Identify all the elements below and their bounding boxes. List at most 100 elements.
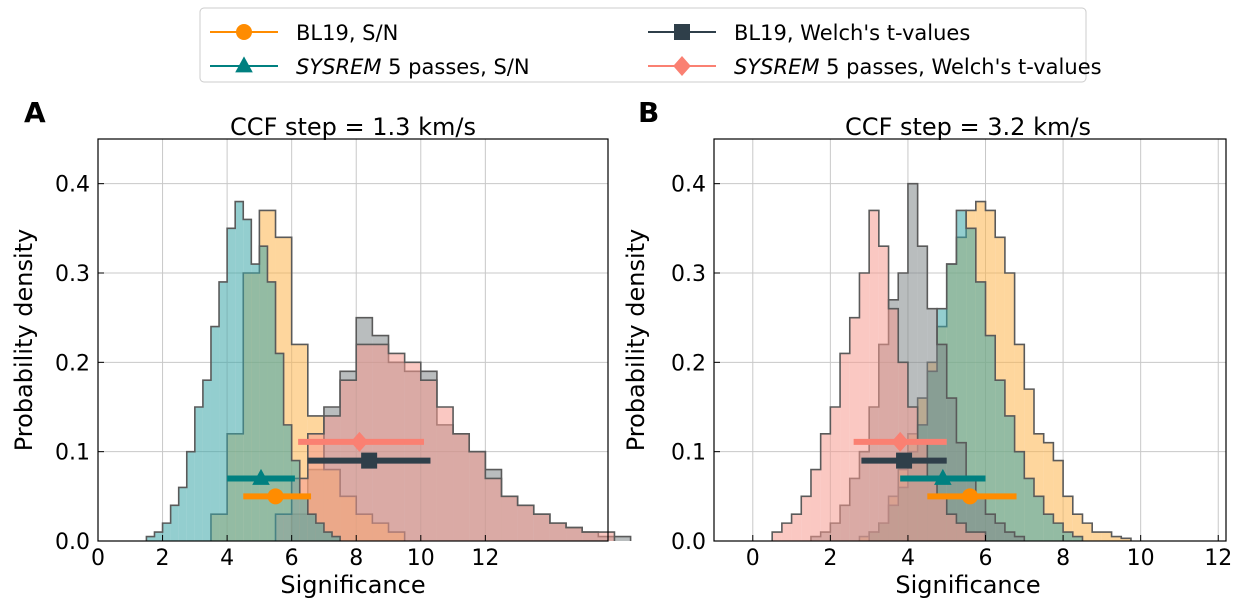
hist-bar: [1004, 532, 1015, 541]
hist-bar: [956, 442, 967, 541]
y-tick-label: 0.4: [55, 173, 90, 198]
hist-bar: [840, 353, 850, 541]
hist-bar: [283, 424, 292, 541]
hist-outline: [145, 200, 341, 541]
hist-bar: [927, 308, 938, 541]
hist-bar: [162, 523, 171, 541]
y-axis-label: Probability density: [10, 229, 38, 452]
hist-bar: [917, 442, 928, 541]
hist-bar: [772, 532, 782, 541]
legend-label: BL19, S/N: [296, 21, 398, 45]
legend-frame: [199, 7, 1087, 83]
hist-bar: [975, 532, 986, 541]
x-tick-label: 2: [156, 546, 170, 571]
y-tick-label: 0.1: [671, 441, 706, 466]
hist-bar: [267, 281, 276, 541]
marker-diamond: [891, 431, 909, 452]
hist-bar: [598, 532, 615, 541]
legend-marker-square: [674, 24, 690, 40]
hist-bar: [869, 210, 879, 541]
legend-label: BL19, Welch's t-values: [734, 21, 970, 45]
y-tick-label: 0.3: [671, 262, 706, 287]
hist-bar: [1053, 523, 1064, 541]
x-tick-label: 8: [349, 546, 363, 571]
hist-bar: [956, 210, 967, 541]
panel-label: B: [638, 96, 659, 129]
hist-bar: [849, 317, 860, 541]
marker-diamond: [350, 431, 369, 452]
hist-bar: [820, 433, 831, 541]
hist-bar: [566, 527, 583, 541]
hist-bar: [1101, 532, 1112, 541]
x-tick-label: 4: [220, 546, 234, 571]
hist-bar: [1034, 496, 1044, 541]
marker-square: [361, 452, 378, 469]
x-tick-label: 6: [285, 546, 299, 571]
summary-markers: [227, 431, 431, 505]
chart-title: CCF step = 1.3 km/s: [230, 113, 476, 141]
legend-label: SYSREM 5 passes, Welch's t-values: [734, 55, 1102, 79]
hist-outline: [771, 209, 987, 541]
hist-bar: [1024, 389, 1034, 541]
x-tick-label: 6: [979, 546, 993, 571]
ticks: 0 2 4 6 8 10 12 0.0 0.1 0.2 0.3 0.4: [55, 173, 499, 571]
hist-bar: [966, 532, 976, 541]
hist-bar: [917, 246, 928, 541]
marker-sysrem-sn: [227, 468, 295, 485]
hist-bar: [485, 478, 502, 541]
x-axis-label: Significance: [280, 571, 425, 599]
hist-bar: [533, 514, 550, 541]
x-axis-label: Significance: [895, 571, 1040, 599]
hist-bar: [517, 505, 534, 541]
hist-bar: [1014, 536, 1025, 541]
hist-bar: [227, 228, 236, 542]
x-tick-label: 0: [91, 546, 105, 571]
axes-frame: [713, 138, 1227, 542]
hist-bar: [1072, 536, 1083, 541]
hist-bar: [315, 523, 324, 541]
hist-bar: [453, 433, 470, 541]
hist-outline: [274, 343, 616, 541]
y-tick-label: 0.3: [55, 262, 90, 287]
legend-entry-bl19-welch: BL19, Welch's t-values: [648, 21, 970, 45]
legend-marker-triangle: [235, 56, 253, 73]
hist-bar: [956, 523, 967, 541]
y-tick-label: 0.2: [55, 351, 90, 376]
marker-bl19-sn: [927, 488, 1017, 505]
ticks: 0 2 4 6 8 10 12 0.0 0.1 0.2 0.3 0.4: [671, 173, 1232, 571]
x-tick-label: 12: [471, 546, 499, 571]
hist-bar: [975, 281, 986, 541]
hist-bar: [146, 536, 155, 541]
hist-bar: [1063, 496, 1073, 541]
hist-bar: [1004, 273, 1015, 541]
x-tick-label: 10: [1127, 546, 1155, 571]
x-tick-label: 10: [407, 546, 435, 571]
hist-bar: [332, 536, 341, 541]
legend-entry-sysrem-sn: SYSREM 5 passes, S/N: [210, 55, 530, 79]
hist-bar: [614, 536, 631, 541]
hist-bar: [878, 246, 889, 541]
hist-bar: [436, 407, 454, 541]
marker-sysrem-welch: [298, 431, 425, 452]
hist-bar: [323, 532, 333, 541]
hist-bar: [937, 496, 947, 541]
legend-entry-sysrem-welch: SYSREM 5 passes, Welch's t-values: [648, 55, 1102, 79]
hist-bar: [323, 415, 341, 541]
hist-bar: [859, 273, 870, 541]
hist-sysrem-welch: [771, 209, 987, 541]
y-axis-label: Probability density: [622, 229, 650, 452]
hist-bar: [907, 407, 918, 541]
hist-bar: [1121, 538, 1131, 541]
hist-bar: [995, 523, 1005, 541]
hist-bar: [259, 246, 268, 541]
hist-bar: [299, 496, 308, 541]
hist-bar: [898, 362, 908, 541]
hist-bar: [469, 451, 486, 541]
hist-bar: [194, 407, 203, 541]
x-tick-label: 12: [1204, 546, 1232, 571]
x-tick-label: 4: [901, 546, 915, 571]
hist-bar: [549, 523, 567, 541]
legend-entry-bl19-sn: BL19, S/N: [210, 21, 398, 45]
hist-bar: [307, 514, 316, 541]
